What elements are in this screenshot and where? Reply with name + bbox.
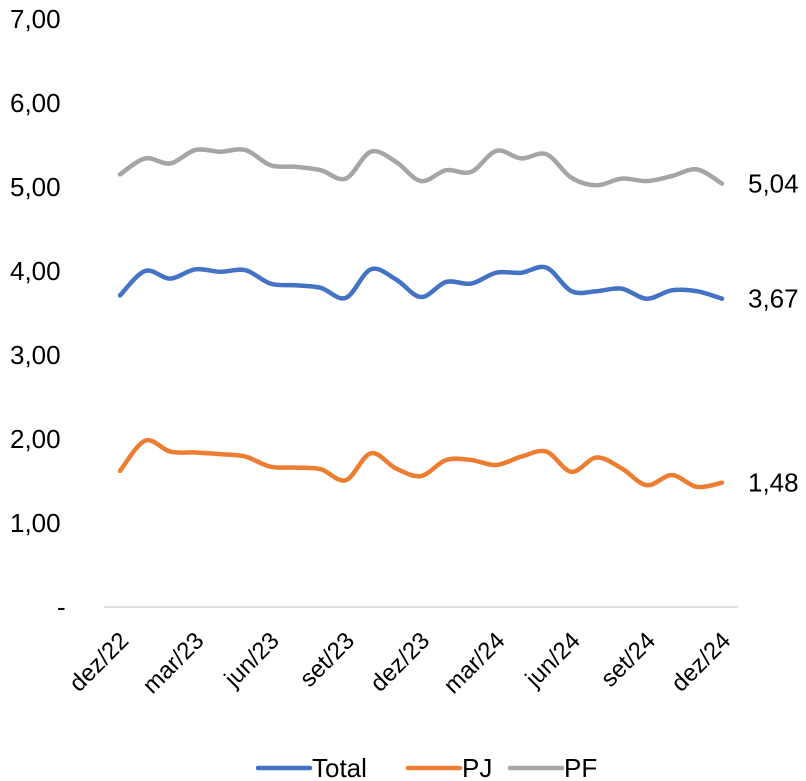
end-label-pf: 5,04	[748, 169, 799, 199]
series-lines	[117, 147, 725, 490]
x-tick-label: dez/23	[365, 627, 435, 697]
end-label-total: 3,67	[748, 284, 799, 314]
y-tick-label: 3,00	[10, 340, 61, 370]
y-axis-ticks: - 1,00 2,00 3,00 4,00 5,00 6,00 7,00	[10, 4, 66, 622]
y-tick-label: 5,00	[10, 172, 61, 202]
y-tick-label: 2,00	[10, 424, 61, 454]
legend: Total PJ PF	[255, 753, 597, 781]
end-value-labels: 3,67 1,48 5,04	[748, 169, 799, 498]
x-tick-label: dez/22	[64, 627, 134, 697]
end-label-pj: 1,48	[748, 468, 799, 498]
y-tick-label: 6,00	[10, 88, 61, 118]
series-line-pf	[117, 147, 725, 188]
x-tick-label: mar/24	[439, 627, 511, 699]
y-tick-label: 7,00	[10, 4, 61, 34]
x-tick-label: jun/23	[219, 627, 285, 693]
legend-label-pj: PJ	[462, 753, 492, 781]
y-tick-label: 4,00	[10, 256, 61, 286]
x-tick-label: jun/24	[520, 627, 586, 693]
legend-label-total: Total	[312, 753, 367, 781]
legend-label-pf: PF	[564, 753, 597, 781]
series-line-pj	[117, 437, 725, 490]
series-line-total	[117, 264, 725, 301]
x-tick-label: set/23	[295, 627, 360, 692]
x-tick-label: dez/24	[666, 627, 736, 697]
y-tick-label: 1,00	[10, 508, 61, 538]
x-tick-label: mar/23	[138, 627, 210, 699]
y-tick-label: -	[57, 592, 66, 622]
x-axis-ticks: dez/22 mar/23 jun/23 set/23 dez/23 mar/24 jun/…	[64, 627, 736, 699]
x-tick-label: set/24	[596, 627, 661, 692]
